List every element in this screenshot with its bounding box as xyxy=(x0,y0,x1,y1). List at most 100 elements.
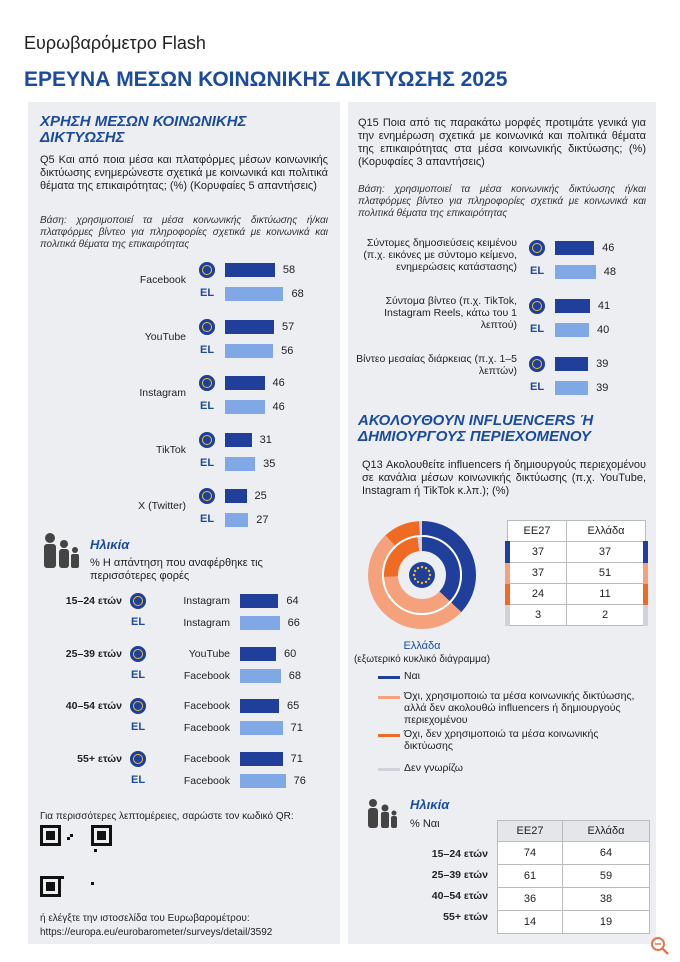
bar xyxy=(240,773,286,788)
table-row: 37 51 xyxy=(504,562,648,584)
el-label: EL xyxy=(530,323,545,335)
bar-value: 64 xyxy=(286,595,299,607)
age-title: Ηλικία xyxy=(90,537,130,552)
table-cell: 59 xyxy=(562,864,650,888)
age-label: 40–54 ετών xyxy=(431,890,488,902)
eu-flag xyxy=(130,645,146,662)
base-note: Βάση: χρησιμοποιεί τα μέσα κοινωνικής δι… xyxy=(358,184,646,219)
table-row: ΕΕ27 Ελλάδα xyxy=(506,520,646,542)
section-title: ΧΡΗΣΗ ΜΕΣΩΝ ΚΟΙΝΩΝΙΚΗΣ ΔΙΚΤΥΩΣΗΣ xyxy=(40,113,247,146)
platform-label: Facebook xyxy=(139,274,186,286)
age-label: 55+ ετών xyxy=(77,752,122,765)
star xyxy=(424,580,428,584)
star xyxy=(413,569,417,573)
table-cell: Ελλάδα xyxy=(562,820,650,842)
table-cell: 11 xyxy=(566,583,648,605)
qr-finder xyxy=(46,831,55,840)
legend-swatch xyxy=(378,768,400,771)
age-label: 25–39 ετών xyxy=(65,647,122,660)
star xyxy=(427,569,431,573)
star xyxy=(416,566,420,570)
bar-value: 65 xyxy=(287,700,300,712)
zoom-icon[interactable] xyxy=(650,936,670,956)
platform-label: Facebook xyxy=(183,669,230,682)
bar xyxy=(240,616,280,630)
platform-label: Facebook xyxy=(183,774,230,787)
age-label: 55+ ετών xyxy=(443,911,488,923)
table-cell: 3 xyxy=(504,604,568,626)
bar xyxy=(225,343,274,358)
platform-label: Instagram xyxy=(183,595,230,607)
subtitle: Ευρωβαρόμετρο Flash xyxy=(24,33,206,53)
el-label: EL xyxy=(530,265,545,277)
el-label: EL xyxy=(131,668,146,681)
influencer-table: ΕΕ27 Ελλάδα 37 37 37 51 24 11 3 2 xyxy=(504,520,648,626)
age-label: 15–24 ετών xyxy=(65,595,122,607)
table-cell: 2 xyxy=(566,604,648,626)
left-panel xyxy=(28,102,340,944)
table-cell: Ελλάδα xyxy=(566,520,646,542)
platform-label: YouTube xyxy=(188,647,230,660)
bar-value: 56 xyxy=(281,344,294,357)
qr-module xyxy=(70,834,73,837)
bar-value: 58 xyxy=(282,264,296,276)
eu-flag xyxy=(130,750,146,767)
bar xyxy=(555,357,589,371)
platform-label: Facebook xyxy=(183,700,230,712)
table-cell: 19 xyxy=(562,910,650,934)
bar-value: 41 xyxy=(597,300,611,312)
el-label: EL xyxy=(200,287,215,299)
bar xyxy=(225,456,256,471)
bar-value: 39 xyxy=(596,358,609,370)
eu-flag xyxy=(199,262,215,278)
question: Q13 Ακολουθείτε influencers ή δημιουργού… xyxy=(362,459,646,497)
qr-text: Για περισσότερες λεπτομέρειες, σαρώστε τ… xyxy=(40,811,294,822)
table-row: 61 59 xyxy=(496,864,650,888)
qr-code xyxy=(40,825,112,897)
bar xyxy=(225,432,252,447)
qr-module xyxy=(91,882,94,885)
eu-flag xyxy=(529,356,545,372)
age-label: 25–39 ετών xyxy=(431,869,488,881)
age-subtitle: % Η απάντηση που αναφέρθηκε τις περισσότ… xyxy=(90,557,263,582)
title: ΕΡΕΥΝΑ ΜΕΣΩΝ ΚΟΙΝΩΝΙΚΗΣ ΔΙΚΤΥΩΣΗΣ 2025 xyxy=(24,68,508,91)
bar xyxy=(225,263,275,277)
eu-flag xyxy=(529,298,545,314)
bar-value: 46 xyxy=(272,401,285,413)
link-text: ή ελέγξτε την ιστοσελίδα του Ευρωβαρομέτ… xyxy=(40,913,250,924)
el-label: EL xyxy=(200,343,215,356)
bar-value: 25 xyxy=(254,490,267,502)
el-label: EL xyxy=(200,456,215,469)
url[interactable]: https://europa.eu/eurobarometer/surveys/… xyxy=(40,927,273,938)
platform-label: Instagram xyxy=(139,387,186,399)
table-row: ΕΕ27 Ελλάδα xyxy=(496,820,650,842)
table-cell: 37 xyxy=(504,541,568,563)
qr-module xyxy=(61,876,64,879)
table-cell: 61 xyxy=(496,864,564,888)
donut-segment xyxy=(384,537,460,613)
age-icon xyxy=(40,530,82,570)
el-label: EL xyxy=(200,513,215,525)
bar xyxy=(555,241,595,255)
section-title: ΑΚΟΛΟΥΘΟΥΝ INFLUENCERS Ή ΔΗΜΙΟΥΡΓΟΥΣ ΠΕΡ… xyxy=(358,412,594,445)
bar xyxy=(240,668,281,683)
table-row: 24 11 xyxy=(504,583,648,605)
base-note: Βάση: χρησιμοποιεί τα μέσα κοινωνικής δι… xyxy=(40,215,328,250)
bar-value: 71 xyxy=(290,752,303,765)
age-icon xyxy=(365,796,399,830)
age-table: ΕΕ27 Ελλάδα 74 64 61 59 36 38 14 19 xyxy=(496,820,650,934)
qr-finder xyxy=(91,825,112,846)
platform-label: YouTube xyxy=(144,330,186,343)
bar-value: 71 xyxy=(290,722,303,734)
eu-flag xyxy=(130,698,146,714)
bar xyxy=(225,489,247,503)
star xyxy=(412,573,416,577)
bar xyxy=(240,699,279,713)
outer-note: (εξωτερικό κυκλικό διάγραμμα) xyxy=(353,654,491,665)
bar-value: 48 xyxy=(603,266,617,278)
question: Q5 Και από ποια μέσα και πλατφόρμες μέσω… xyxy=(40,154,328,192)
star xyxy=(420,581,424,585)
legend-label: Δεν γνωρίζω xyxy=(404,762,463,774)
